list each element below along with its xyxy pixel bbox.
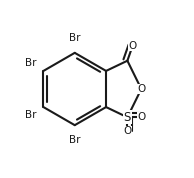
Text: O: O (128, 41, 137, 51)
Text: O: O (137, 112, 146, 122)
Text: Br: Br (24, 58, 36, 68)
Text: Br: Br (24, 110, 36, 120)
Text: O: O (123, 126, 132, 136)
Text: Br: Br (69, 33, 81, 43)
Text: S: S (124, 111, 131, 124)
Text: O: O (137, 84, 146, 94)
Text: Br: Br (69, 135, 81, 145)
